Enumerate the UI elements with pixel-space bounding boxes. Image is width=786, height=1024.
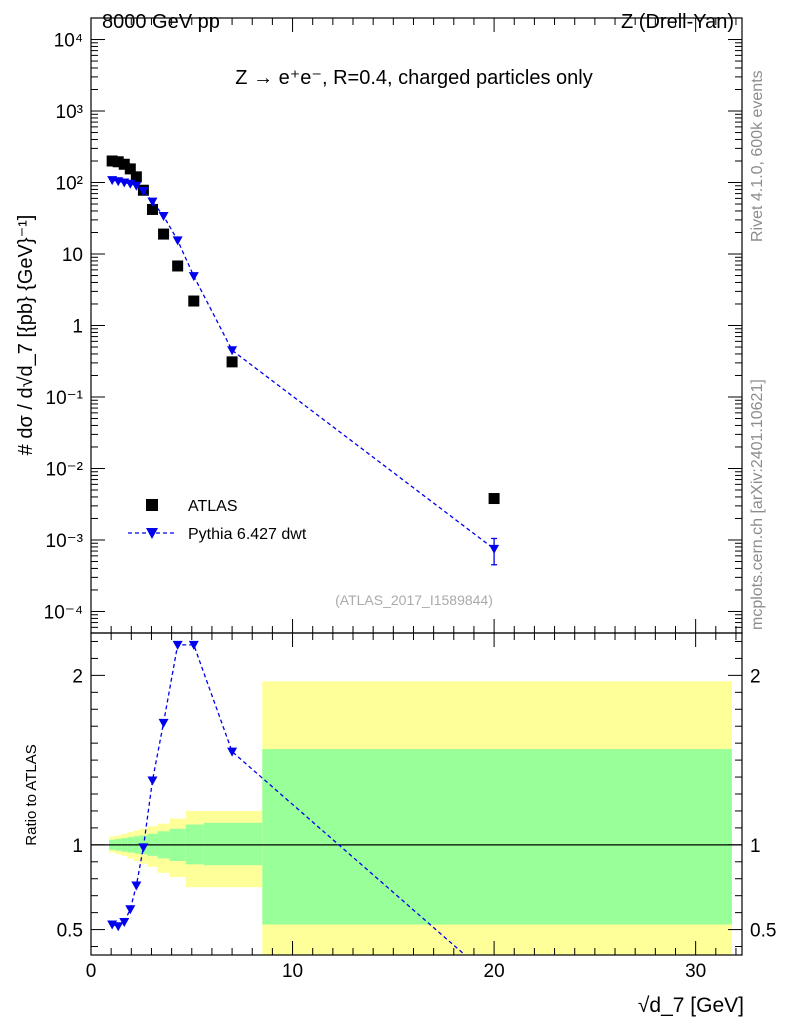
ratio-pythia-point [125,905,136,915]
main-y-tick-label: 10³ [56,102,83,123]
ratio-y-tick-label-right: 0.5 [750,921,776,942]
atlas-point [106,155,118,167]
legend-atlas-marker [146,499,158,511]
atlas-point [172,260,184,272]
ratio-y-tick-label: 0.5 [57,921,83,942]
ratio-y-tick-label-right: 1 [750,836,761,857]
main-plot-marks [106,155,500,566]
ratio-x-tick-label: 0 [86,961,97,982]
ratio-pythia-point [131,881,142,891]
ratio-pythia-point [188,640,199,650]
ratio-pythia-point [158,718,169,728]
legend-pythia-marker [146,528,158,539]
atlas-point [488,493,500,505]
x-axis-label: √d_7 [GeV] [638,994,744,1017]
pythia-point [227,346,238,356]
pythia-line [112,179,495,550]
ratio-y-label: Ratio to ATLAS [23,744,40,845]
pythia-point [188,272,199,282]
ratio-bands [91,681,742,955]
main-y-tick-label: 10⁻¹ [46,388,84,409]
ratio-pythia-point [138,843,149,853]
main-y-tick-label: 10 [62,245,83,266]
ratio-series [107,640,466,955]
atlas-point [124,163,136,175]
ratio-green-band [203,822,263,866]
mcplots-label: mcplots.cern.ch [arXiv:2401.10621] [749,379,766,630]
atlas-point [130,171,142,183]
ratio-x-tick-label: 30 [685,961,706,982]
pythia-point [172,236,183,246]
legend: ATLAS Pythia 6.427 dwt [128,498,307,543]
atlas-point [158,228,170,240]
pythia-point [131,181,142,191]
pythia-point [138,187,149,197]
axes: 10⁻⁴ 10⁻³ 10⁻² 10⁻¹ 1 10 10² 10³ 10⁴ 0 10 20 30 0.5 0.… [44,17,776,982]
pythia-point [158,212,169,222]
atlas-point [112,156,124,168]
ratio-green-band [262,749,732,925]
pythia-point [489,544,500,554]
main-y-tick-label: 10⁻⁴ [44,602,83,623]
main-y-label: # dσ / d√d_7 [{pb} {GeV}⁻¹] [15,215,37,456]
analysis-watermark: (ATLAS_2017_I1589844) [335,592,493,608]
ratio-pythia-point [113,922,124,932]
main-y-tick-label: 10⁻² [46,459,84,480]
main-y-tick-label: 10² [56,174,83,195]
ratio-plot-marks [107,640,466,955]
ratio-pythia-point [227,747,238,757]
ratio-y-tick-label-right: 2 [750,666,761,687]
header-left: 8000 GeV pp [102,11,220,33]
atlas-point [226,356,238,368]
ratio-pythia-point [119,917,130,927]
rivet-label: Rivet 4.1.0, 600k events [749,70,766,242]
legend-atlas-label: ATLAS [188,498,238,515]
ratio-pythia-line [111,644,466,955]
main-y-tick-label: 1 [72,317,83,338]
ratio-y-tick-label: 1 [72,836,83,857]
atlas-point [118,158,130,170]
atlas-point [146,203,158,215]
ratio-pythia-point [172,640,183,650]
ratio-y-tick-label: 2 [72,666,83,687]
pythia-point [147,197,158,207]
ratio-x-tick-label: 20 [484,961,505,982]
legend-pythia-label: Pythia 6.427 dwt [188,526,307,543]
main-title: Z → e⁺e⁻, R=0.4, charged particles only [235,67,592,89]
main-y-tick-label: 10⁻³ [46,531,84,552]
ratio-x-tick-label: 10 [282,961,303,982]
ratio-pythia-point [147,776,158,786]
atlas-point [188,295,200,307]
header-right: Z (Drell-Yan) [621,11,734,33]
main-y-tick-label: 10⁴ [54,31,83,52]
